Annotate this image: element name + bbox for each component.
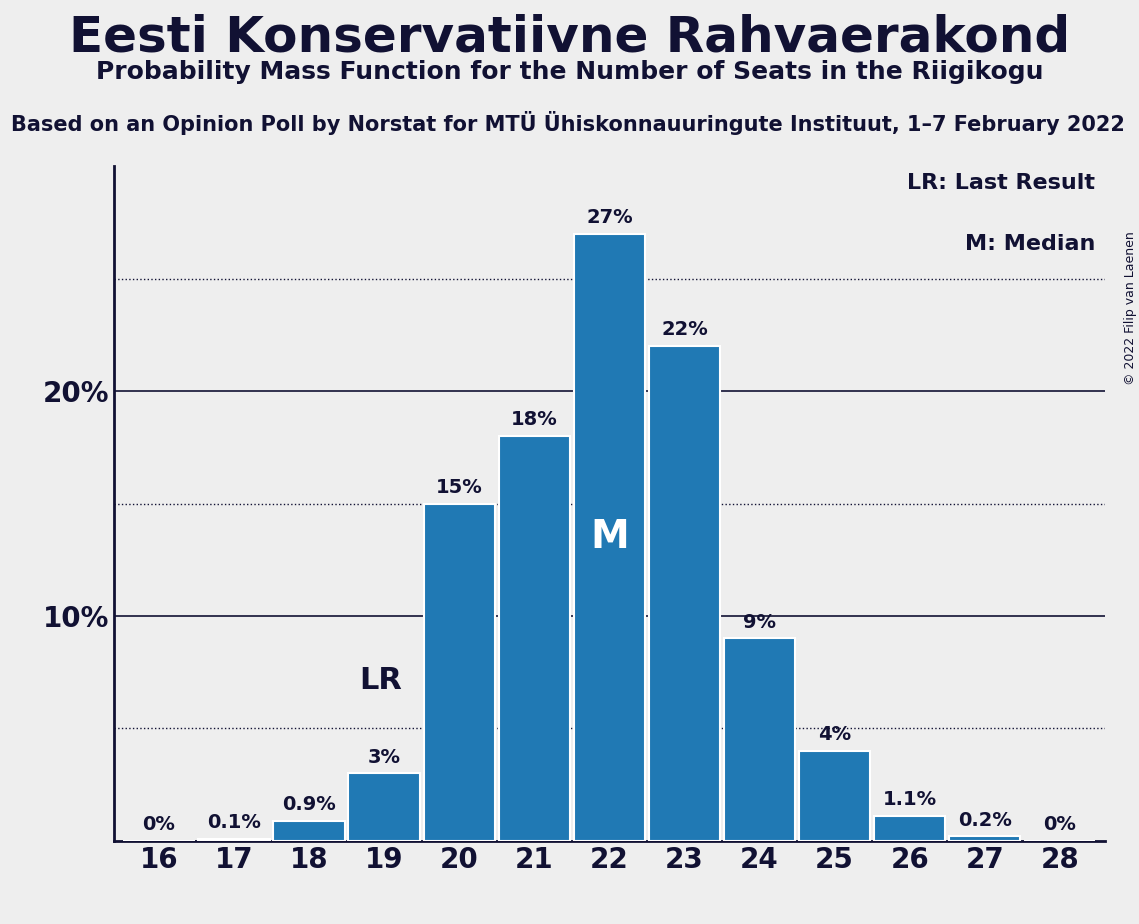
Text: 0.1%: 0.1% [207,813,261,832]
Text: Based on an Opinion Poll by Norstat for MTÜ Ühiskonnauuringute Instituut, 1–7 Fe: Based on an Opinion Poll by Norstat for … [11,111,1125,135]
Text: M: M [590,518,629,556]
Text: 0%: 0% [142,815,175,834]
Bar [649,346,720,841]
Text: LR: Last Result: LR: Last Result [907,173,1095,193]
Text: 0.9%: 0.9% [282,795,336,814]
Text: 0%: 0% [1043,815,1076,834]
Bar [273,821,345,841]
Text: 3%: 3% [368,748,401,767]
Text: 0.2%: 0.2% [958,810,1011,830]
Text: Eesti Konservatiivne Rahvaerakond: Eesti Konservatiivne Rahvaerakond [68,14,1071,62]
Text: 22%: 22% [661,321,707,339]
Text: LR: LR [359,665,402,695]
Text: 27%: 27% [587,208,632,227]
Text: 1.1%: 1.1% [883,790,936,809]
Bar [499,436,570,841]
Bar [724,638,795,841]
Bar [349,773,420,841]
Text: Probability Mass Function for the Number of Seats in the Riigikogu: Probability Mass Function for the Number… [96,60,1043,84]
Bar [874,816,945,841]
Text: 9%: 9% [743,613,776,632]
Text: 18%: 18% [511,410,558,430]
Bar [424,504,494,841]
Text: M: Median: M: Median [965,234,1095,254]
Bar [574,234,645,841]
Text: 4%: 4% [818,725,851,744]
Text: © 2022 Filip van Laenen: © 2022 Filip van Laenen [1124,231,1137,384]
Text: 15%: 15% [436,478,483,497]
Bar [949,836,1021,841]
Bar [198,839,270,841]
Bar [798,751,870,841]
